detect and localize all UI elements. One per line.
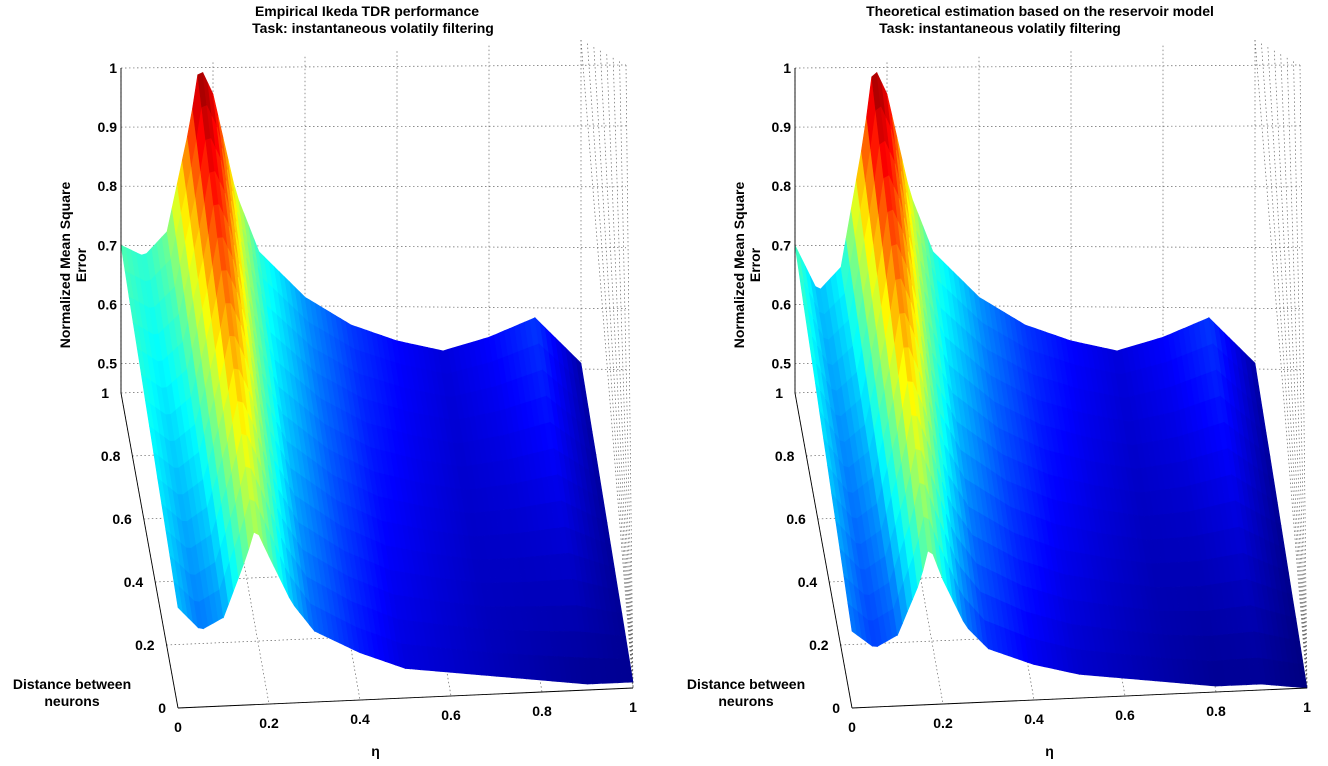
grid-line	[120, 64, 627, 69]
eta-tick-label: 0.8	[532, 703, 552, 719]
eta-tick-label: 0	[848, 719, 856, 735]
distance-tick-label: 0.4	[124, 574, 144, 590]
distance-tick-label: 0.2	[809, 637, 829, 653]
distance-axis-label-line: Distance between	[13, 676, 131, 692]
eta-tick-label: 0	[174, 719, 182, 735]
distance-axis-line	[794, 392, 853, 709]
eta-tick-label: 0.8	[1206, 703, 1226, 719]
nmse-axis-label: Normalized Mean SquareError	[731, 182, 763, 349]
grid-line	[1293, 61, 1308, 689]
distance-tick-label: 0	[158, 700, 166, 716]
distance-axis-label: Distance between neurons	[687, 676, 805, 709]
surface	[794, 71, 1308, 689]
nmse-axis-label-line: Error	[73, 247, 89, 282]
eta-axis-label: η	[371, 743, 380, 759]
right-surface-plot: Theoretical estimation based on the rese…	[687, 3, 1311, 759]
eta-tick-label: 0.6	[441, 707, 461, 723]
nmse-tick-label: 1	[783, 60, 791, 76]
eta-tick-label: 0.4	[1024, 711, 1044, 727]
nmse-tick-label: 0.7	[98, 237, 118, 253]
grid-line	[1254, 39, 1308, 689]
eta-axis-label: η	[1045, 743, 1054, 759]
chart-subtitle: Task: instantaneous volatily filtering	[252, 20, 494, 36]
nmse-axis-label-line: Normalized Mean Square	[731, 182, 747, 349]
grid-line	[593, 47, 634, 689]
distance-tick-label: 0.8	[775, 448, 795, 464]
distance-axis-label-line: neurons	[44, 693, 99, 709]
surface-patch	[623, 658, 634, 683]
grid-line	[1280, 54, 1308, 689]
distance-tick-label: 0.8	[101, 448, 121, 464]
distance-axis-label: Distance between neurons	[13, 676, 131, 709]
nmse-tick-label: 0.6	[98, 296, 118, 312]
nmse-axis-label-line: Error	[747, 247, 763, 282]
distance-axis-label-line: Distance between	[687, 676, 805, 692]
nmse-tick-label: 0.5	[98, 355, 118, 371]
surface	[120, 72, 634, 685]
distance-tick-label: 0.6	[112, 511, 132, 527]
grid-line	[606, 54, 634, 689]
distance-tick-label: 1	[101, 385, 109, 401]
nmse-tick-label: 0.9	[772, 119, 792, 135]
eta-axis-line	[177, 687, 634, 709]
chart-title: Empirical Ikeda TDR performance	[255, 3, 479, 19]
grid-line	[1267, 47, 1308, 689]
grid-line	[619, 61, 634, 689]
nmse-tick-label: 0.8	[98, 178, 118, 194]
eta-axis-line	[851, 687, 1308, 709]
distance-tick-label: 1	[775, 385, 783, 401]
distance-tick-label: 0.6	[786, 511, 806, 527]
nmse-tick-label: 0.6	[772, 296, 792, 312]
eta-tick-label: 0.2	[259, 715, 279, 731]
eta-tick-label: 0.2	[933, 715, 953, 731]
eta-tick-label: 0.6	[1115, 707, 1135, 723]
nmse-tick-label: 0.8	[772, 178, 792, 194]
nmse-tick-label: 0.7	[772, 237, 792, 253]
nmse-axis-label: Normalized Mean SquareError	[57, 182, 89, 349]
chart-subtitle: Task: instantaneous volatily filtering	[879, 20, 1121, 36]
distance-tick-label: 0.2	[135, 637, 155, 653]
nmse-axis-label-line: Normalized Mean Square	[57, 182, 73, 349]
distance-tick-label: 0.4	[798, 574, 818, 590]
grid-line	[580, 39, 634, 689]
distance-axis-line	[120, 392, 179, 709]
grid-line	[794, 64, 1301, 69]
grid-line	[612, 57, 634, 689]
eta-tick-label: 0.4	[350, 711, 370, 727]
distance-tick-label: 0	[832, 700, 840, 716]
nmse-tick-label: 0.5	[772, 355, 792, 371]
chart-title: Theoretical estimation based on the rese…	[866, 3, 1214, 19]
distance-axis-label-line: neurons	[718, 693, 773, 709]
nmse-tick-label: 0.9	[98, 119, 118, 135]
eta-tick-label: 1	[1303, 699, 1311, 715]
eta-tick-label: 1	[629, 699, 637, 715]
grid-line	[1286, 57, 1308, 689]
nmse-tick-label: 1	[109, 60, 117, 76]
